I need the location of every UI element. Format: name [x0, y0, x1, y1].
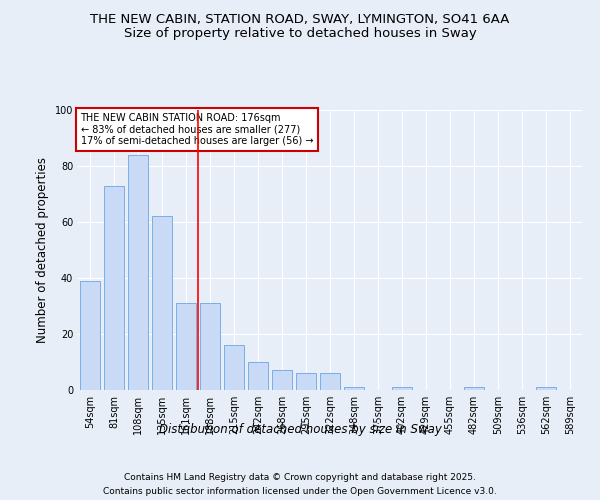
Text: Contains HM Land Registry data © Crown copyright and database right 2025.: Contains HM Land Registry data © Crown c… — [124, 472, 476, 482]
Bar — [536, 387, 556, 390]
Bar — [344, 387, 364, 390]
Bar — [320, 373, 340, 390]
Text: Distribution of detached houses by size in Sway: Distribution of detached houses by size … — [158, 422, 442, 436]
Bar — [272, 370, 292, 390]
Bar — [176, 303, 196, 390]
Bar — [104, 186, 124, 390]
Bar — [152, 216, 172, 390]
Bar — [80, 281, 100, 390]
Bar — [128, 155, 148, 390]
Text: Size of property relative to detached houses in Sway: Size of property relative to detached ho… — [124, 28, 476, 40]
Text: Contains public sector information licensed under the Open Government Licence v3: Contains public sector information licen… — [103, 488, 497, 496]
Bar — [296, 373, 316, 390]
Text: THE NEW CABIN, STATION ROAD, SWAY, LYMINGTON, SO41 6AA: THE NEW CABIN, STATION ROAD, SWAY, LYMIN… — [91, 12, 509, 26]
Text: THE NEW CABIN STATION ROAD: 176sqm
← 83% of detached houses are smaller (277)
17: THE NEW CABIN STATION ROAD: 176sqm ← 83%… — [80, 113, 313, 146]
Bar — [464, 387, 484, 390]
Y-axis label: Number of detached properties: Number of detached properties — [36, 157, 49, 343]
Bar — [248, 362, 268, 390]
Bar — [392, 387, 412, 390]
Bar — [224, 345, 244, 390]
Bar — [200, 303, 220, 390]
